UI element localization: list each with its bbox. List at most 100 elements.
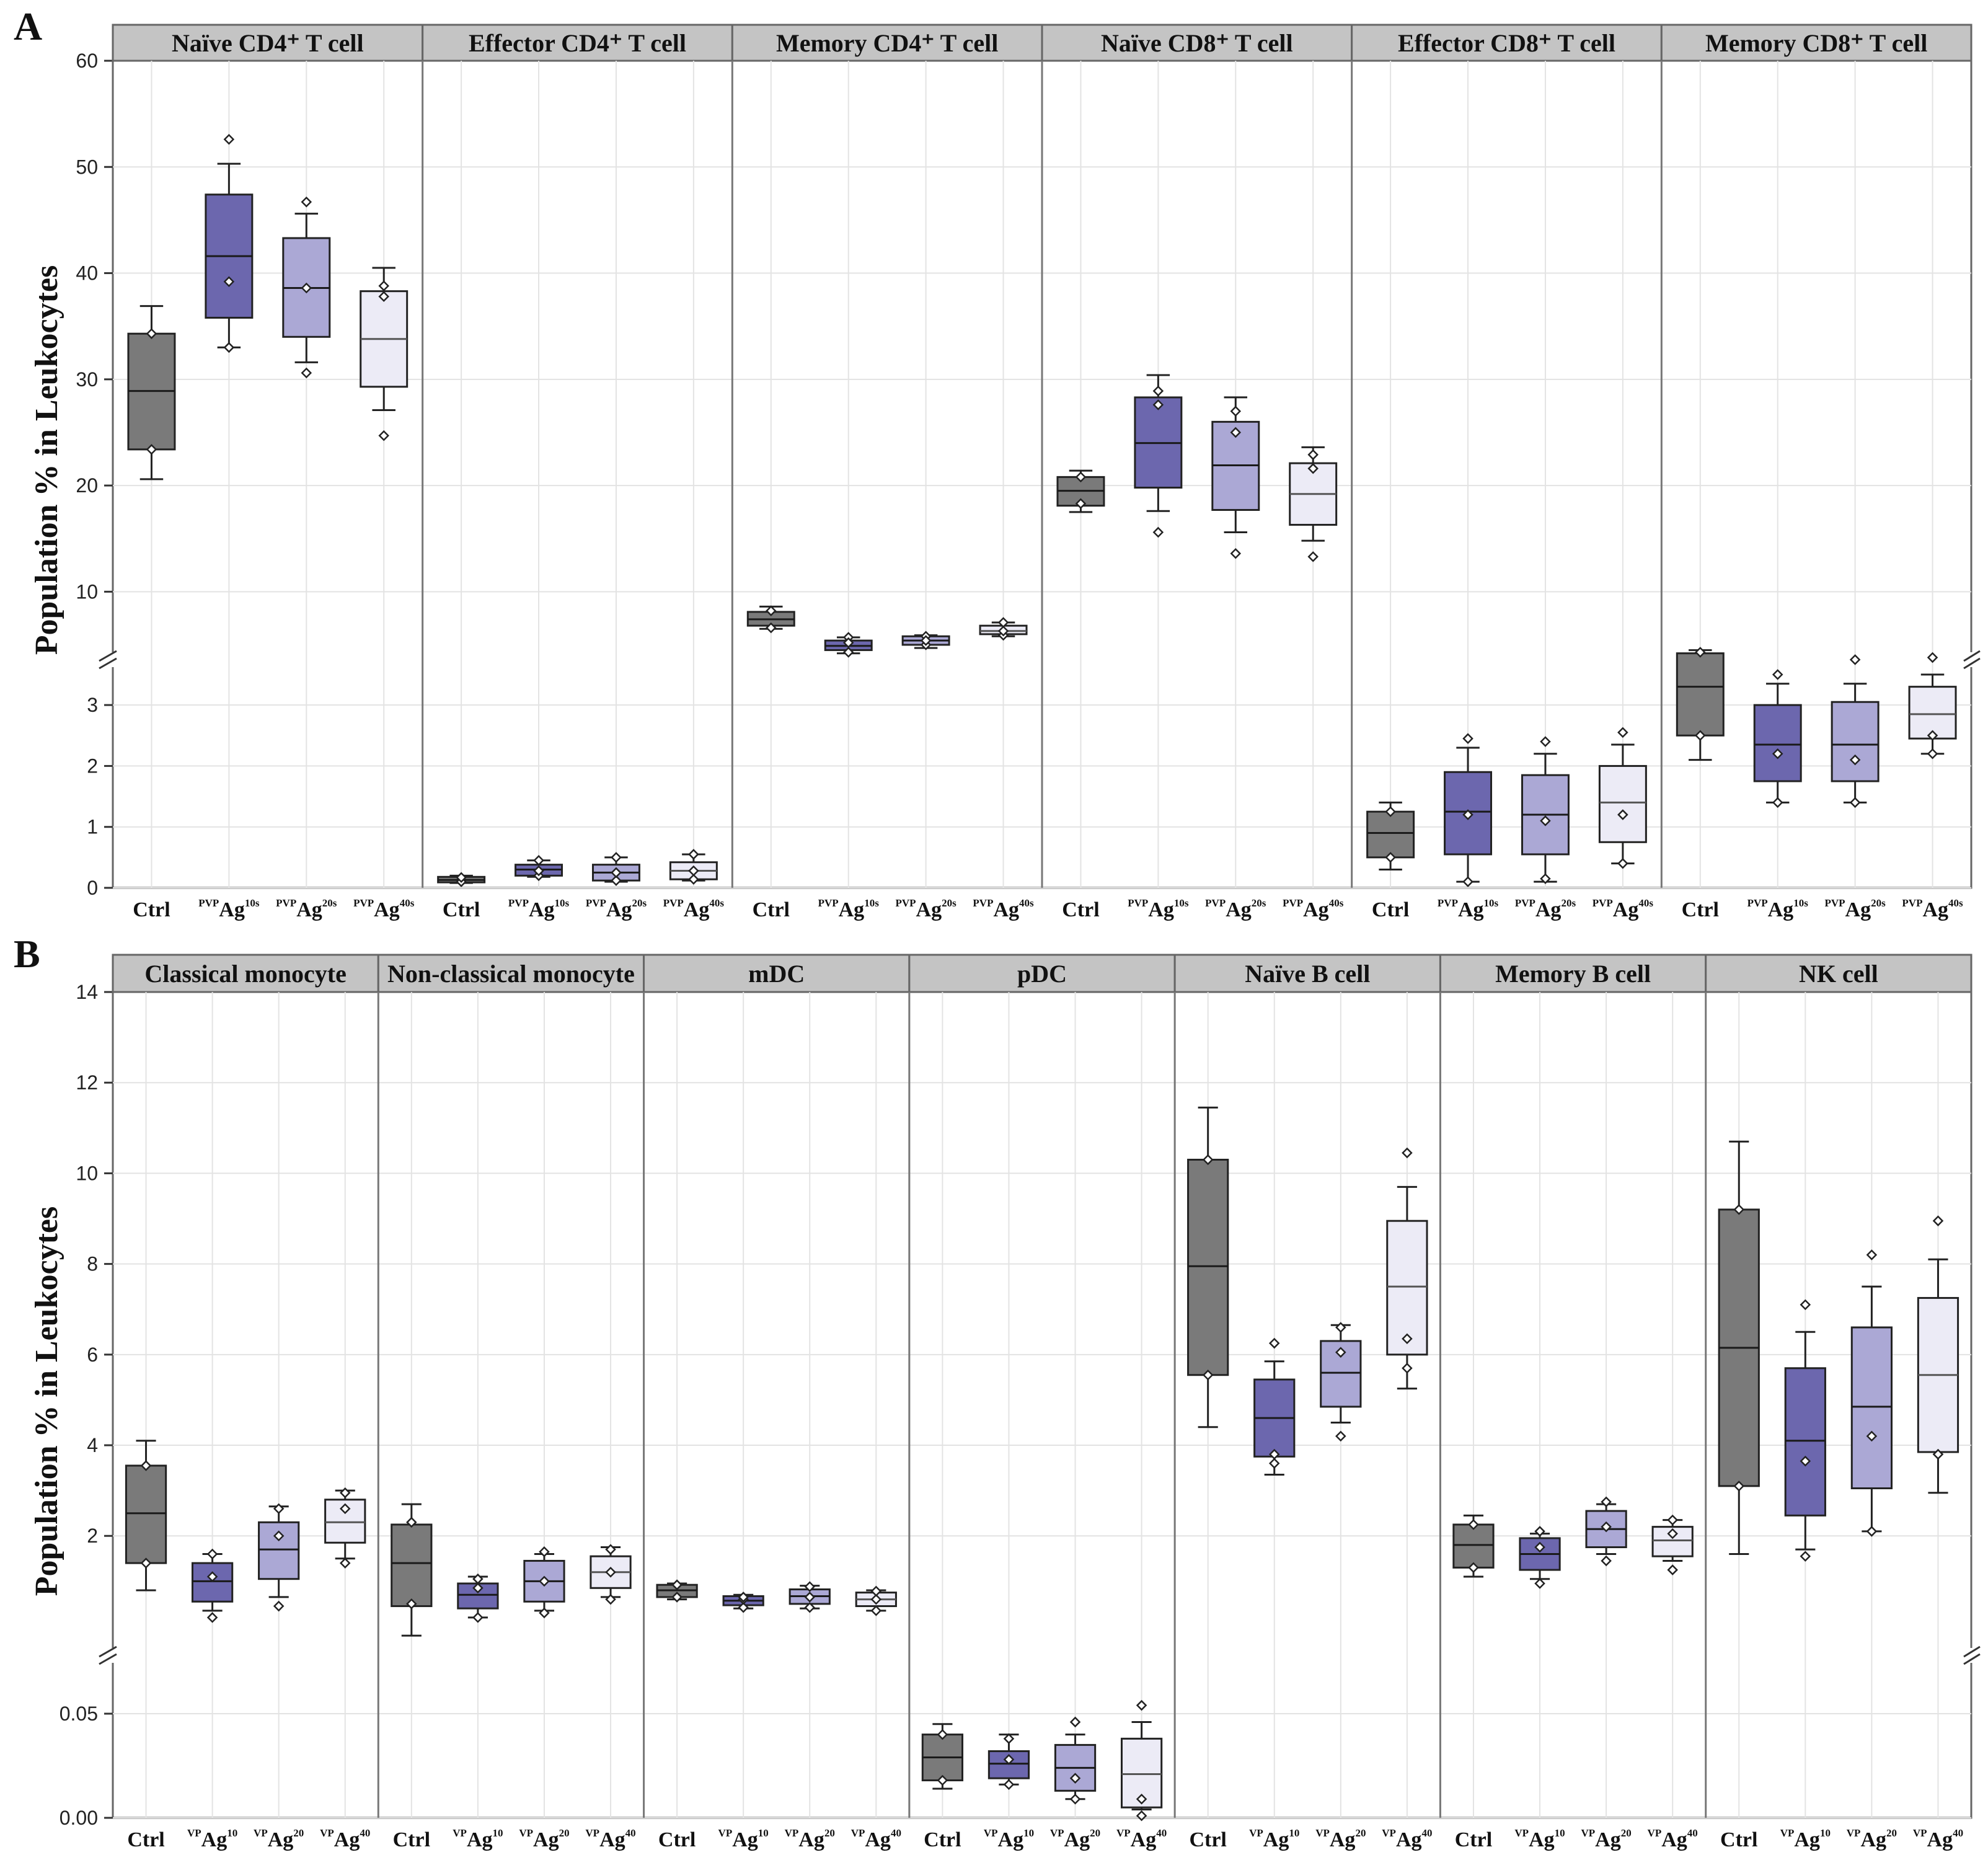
facet-title: Classical monocyte [144, 960, 347, 988]
x-label-superscript: 10s [1174, 897, 1189, 909]
x-category-label: VPAg10 [1514, 1827, 1565, 1851]
facet-strip [1705, 954, 1973, 993]
y-tick-label: 4 [87, 1434, 98, 1456]
data-point [1152, 526, 1164, 538]
x-label-main: Ag [1263, 1828, 1289, 1851]
data-point [339, 1557, 351, 1569]
x-label-superscript: 10s [1484, 897, 1499, 909]
data-point [1069, 1773, 1081, 1784]
data-point [1335, 1430, 1346, 1442]
data-point [339, 1503, 351, 1515]
data-point [1069, 1716, 1081, 1728]
x-label-superscript: 20 [1886, 1827, 1897, 1839]
x-label-superscript: 20s [942, 897, 956, 909]
x-label-prefix: PVP [508, 897, 529, 909]
data-point [1800, 1551, 1811, 1562]
box-group-pvp-ag40 [979, 617, 1028, 641]
box-group-pvp-ag10 [515, 855, 563, 882]
data-point [1540, 736, 1551, 747]
data-point [1468, 1519, 1479, 1530]
data-point [1268, 1448, 1280, 1460]
data-point [223, 276, 235, 288]
data-point [1849, 754, 1861, 766]
facet-strip [731, 24, 1043, 62]
box-group-ctrl [921, 1723, 964, 1790]
data-point [738, 1592, 749, 1603]
x-label-main: Ag [296, 898, 322, 921]
x-label-prefix: PVP [1128, 897, 1148, 909]
data-point [1230, 547, 1242, 559]
x-category-label: PVPAg20s [1205, 897, 1266, 921]
data-point [870, 1593, 882, 1605]
x-label-prefix: PVP [1825, 897, 1845, 909]
facet-title: NK cell [1799, 960, 1878, 988]
y-tick-label: 40 [76, 262, 98, 285]
box-group-ctrl [1452, 1514, 1495, 1578]
box-group-pvp-ag10 [1519, 1526, 1561, 1589]
x-label-superscript: 20s [1252, 897, 1266, 909]
x-category-label: PVPAg10s [1438, 897, 1499, 921]
x-category-label: Ctrl [1372, 898, 1409, 921]
x-category-label: VPAg20 [254, 1827, 304, 1851]
x-category-label: PVPAg20s [1825, 897, 1886, 921]
x-category-label: Ctrl [443, 898, 480, 921]
x-label-superscript: 40 [625, 1827, 636, 1839]
data-point [378, 280, 389, 291]
box-group-pvp-ag10 [987, 1733, 1030, 1791]
data-point [378, 430, 389, 441]
x-label-superscript: 20s [1871, 897, 1886, 909]
data-point [1152, 399, 1164, 410]
box-group-pvp-ag40 [1289, 446, 1338, 562]
x-label-main: Ag [1613, 898, 1639, 921]
axis-break-mark-left [99, 1645, 117, 1658]
box-group-pvp-ag20 [1831, 654, 1880, 808]
data-point [140, 1557, 152, 1569]
data-point [1385, 806, 1396, 817]
y-tick-label: 50 [76, 156, 98, 178]
x-label-main: Ag [1768, 898, 1794, 921]
x-category-label: VPAg40 [1116, 1827, 1167, 1851]
data-point [406, 1598, 417, 1610]
x-category-label: PVPAg10s [508, 897, 570, 921]
x-label-main: Ag [916, 898, 942, 921]
x-category-label: PVPAg40s [973, 897, 1034, 921]
x-category-label: Ctrl [658, 1828, 696, 1851]
box-group-pvp-ag20 [282, 197, 331, 379]
x-label-main: Ctrl [133, 898, 170, 921]
box [125, 1464, 167, 1564]
data-point [997, 625, 1009, 637]
x-label-prefix: PVP [896, 897, 916, 909]
axis-break-mark-left [99, 1653, 117, 1665]
data-point [1307, 551, 1319, 562]
x-label-main: Ag [839, 898, 865, 921]
y-tick-label: 30 [76, 368, 98, 391]
x-category-label: PVPAg20s [586, 897, 647, 921]
panel-b: B Population % in Leukocytes 2 4 6 8 10 12 14 0… [14, 932, 1988, 1851]
x-label-main: Ag [533, 1828, 559, 1851]
data-point [533, 865, 544, 877]
data-point [1462, 876, 1473, 887]
x-category-label: PVPAg40s [1283, 897, 1344, 921]
box-group-pvp-ag20 [789, 1581, 831, 1613]
x-category-label: VPAg40 [1382, 1827, 1432, 1851]
y-tick-label: 14 [76, 981, 98, 1003]
x-label-prefix: PVP [276, 897, 296, 909]
data-point [223, 342, 235, 353]
x-label-main: Ag [1064, 1828, 1090, 1851]
x-category-label: Ctrl [753, 898, 790, 921]
data-point [1534, 1541, 1545, 1553]
box-group-pvp-ag40 [590, 1544, 632, 1605]
x-category-label: Ctrl [1455, 1828, 1492, 1851]
y-tick-label: 8 [87, 1253, 98, 1275]
data-point [1534, 1578, 1545, 1589]
x-category-label: PVPAg10s [1128, 897, 1189, 921]
x-label-main: Ag [374, 898, 400, 921]
box-group-ctrl [1718, 1140, 1760, 1555]
data-point [146, 328, 157, 339]
data-point [1069, 1793, 1081, 1805]
data-point [273, 1600, 285, 1612]
x-label-main: Ag [1303, 898, 1329, 921]
facet-strip [643, 954, 911, 993]
